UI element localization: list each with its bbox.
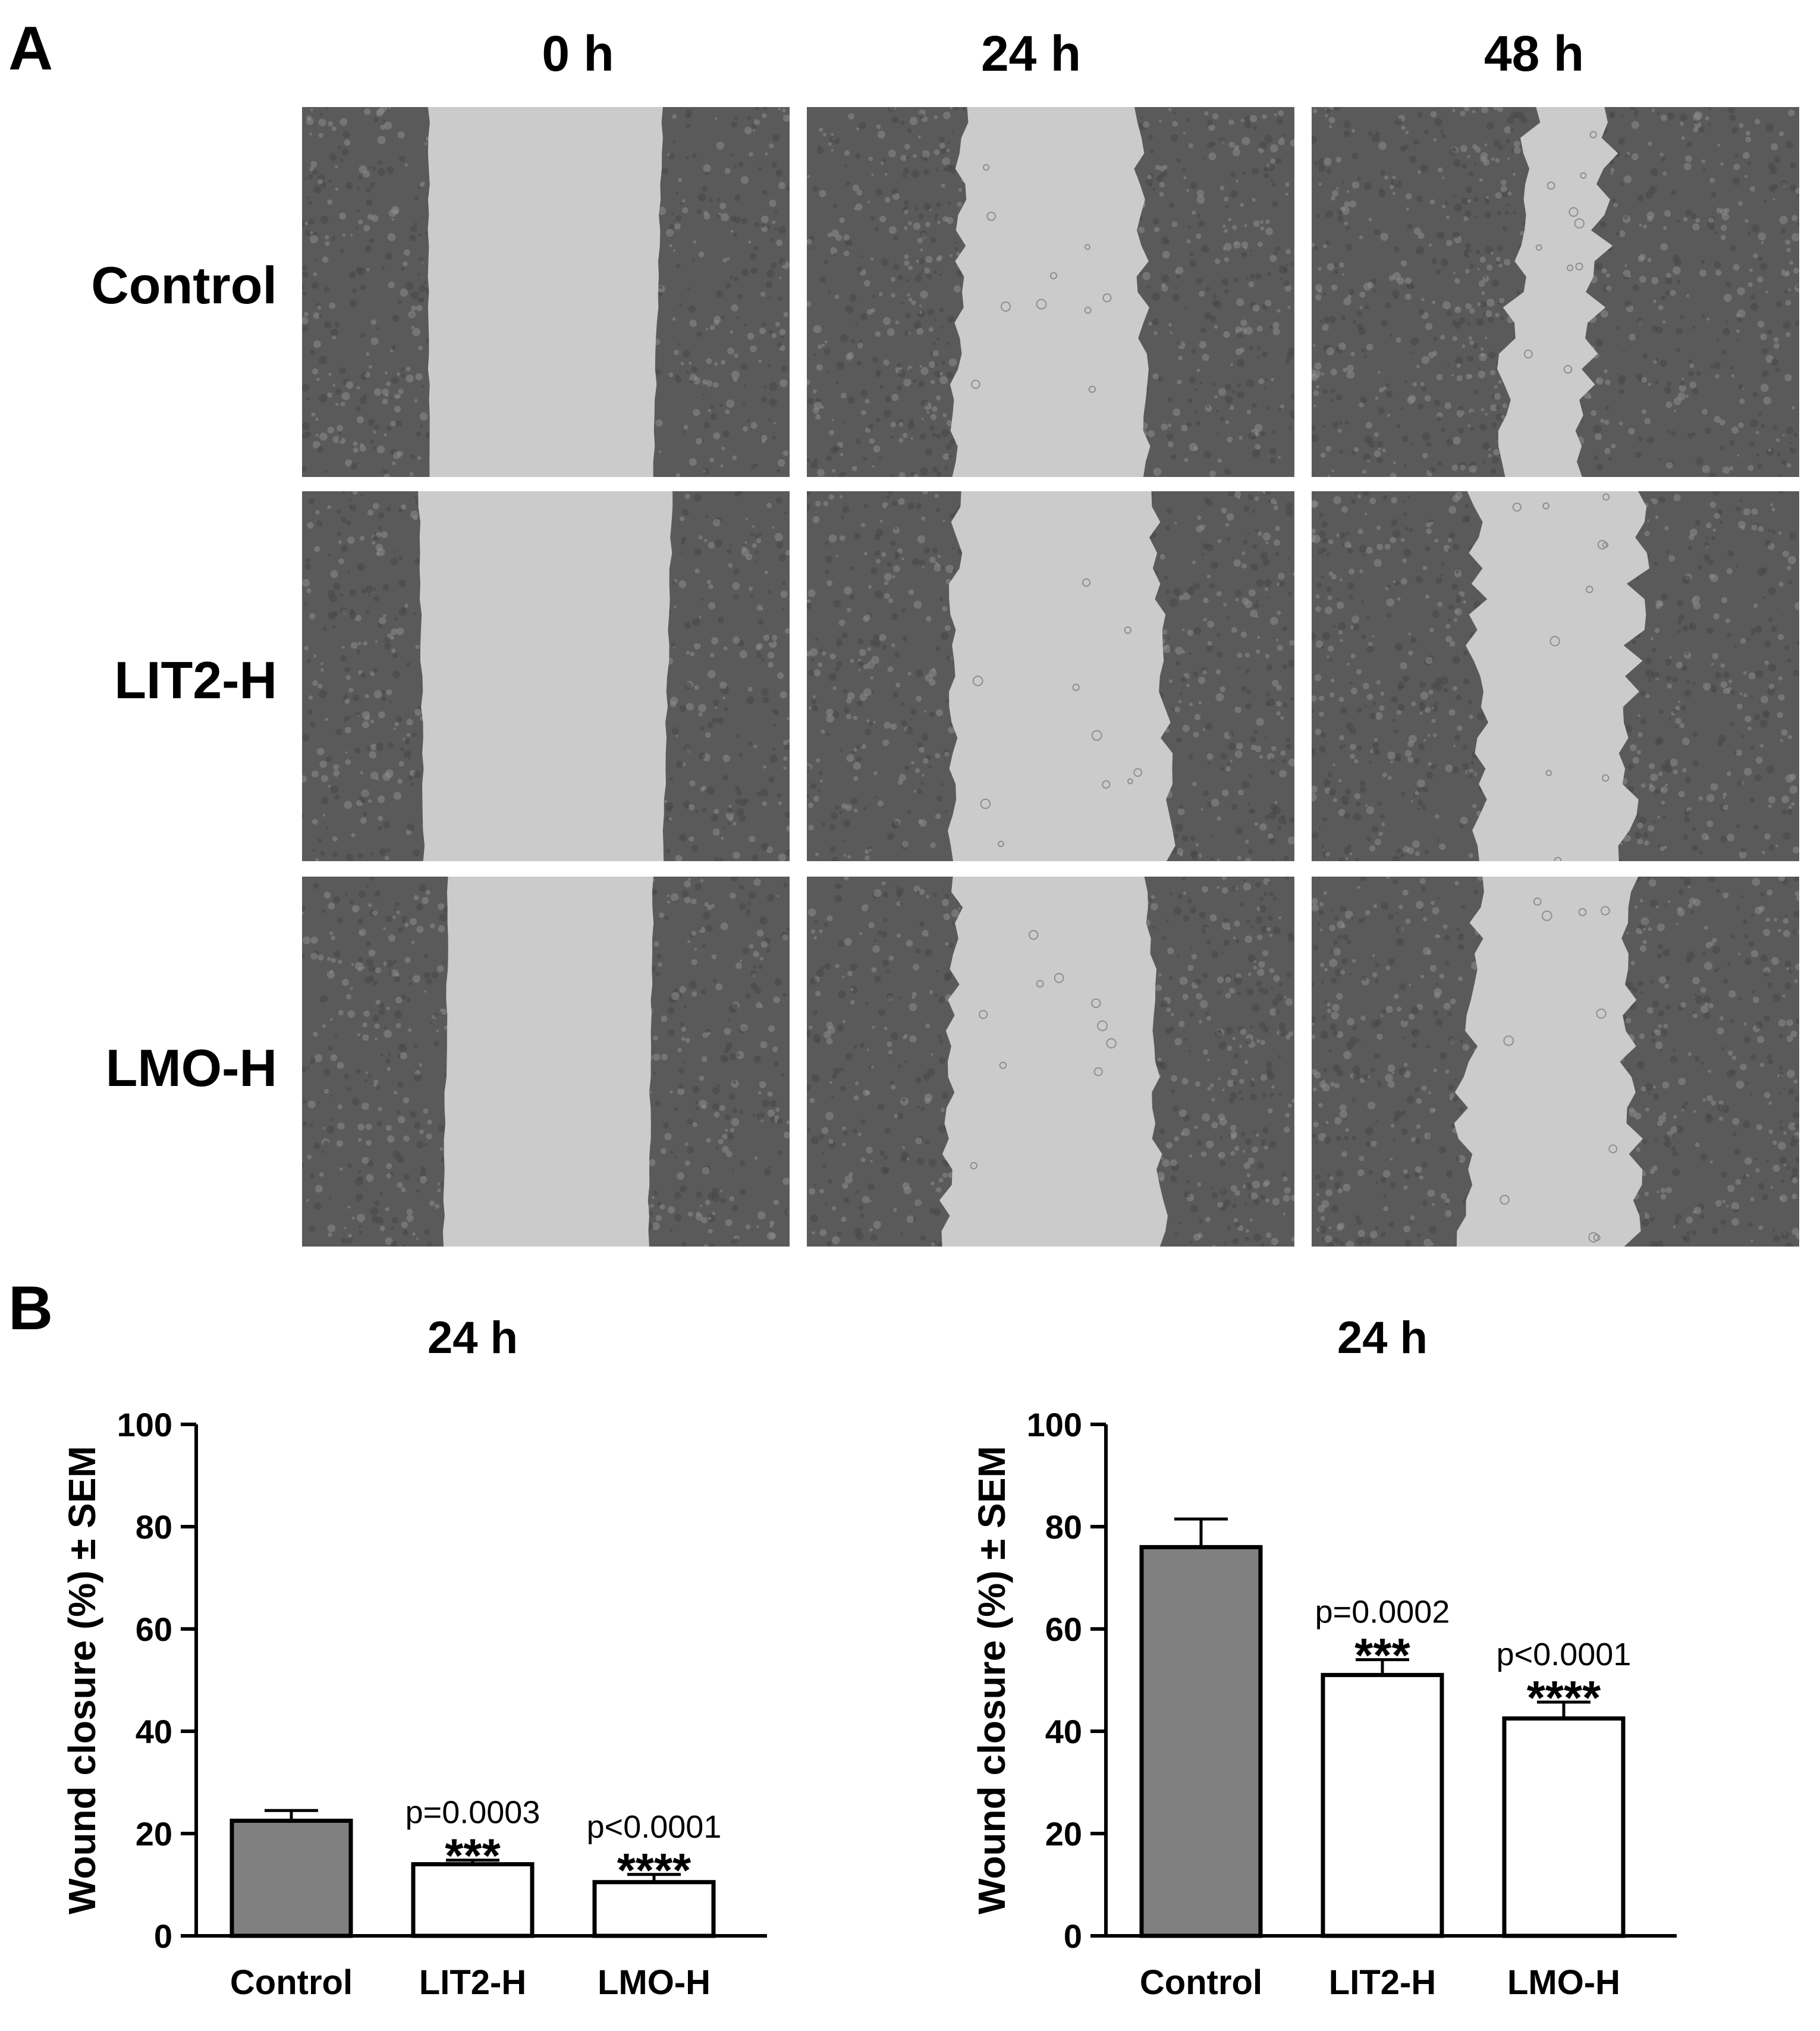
right-y-tick-label: 80 bbox=[1045, 1508, 1082, 1546]
micrograph-lit2h-48h bbox=[1312, 491, 1799, 861]
right-y-tick-label: 20 bbox=[1045, 1815, 1082, 1853]
left-pvalue-lmo-h: p<0.0001 bbox=[587, 1809, 722, 1845]
right-y-axis-label: Wound closure (%) ± SEM bbox=[970, 1446, 1013, 1914]
row-label-control: Control bbox=[91, 256, 277, 315]
left-stars-lit2-h: *** bbox=[445, 1829, 501, 1882]
micrograph-lit2h-24h bbox=[807, 491, 1294, 861]
right-y-tick-label: 40 bbox=[1045, 1713, 1082, 1750]
right-stars-lmo-h: **** bbox=[1527, 1671, 1601, 1724]
left-x-tick-label: LIT2-H bbox=[419, 1963, 526, 2002]
right-bar-lmo-h bbox=[1502, 1716, 1626, 1938]
column-header-24h: 24 h bbox=[980, 26, 1082, 81]
right-chart-title: 24 h bbox=[1337, 1313, 1428, 1363]
right-stars-lit2-h: *** bbox=[1354, 1629, 1410, 1682]
left-bar-control bbox=[230, 1819, 353, 1938]
micrograph-lmoh-48h bbox=[1312, 877, 1799, 1247]
left-y-tick-label: 100 bbox=[117, 1406, 172, 1443]
column-header-0h: 0 h bbox=[542, 26, 614, 81]
left-y-tick-label: 40 bbox=[136, 1713, 172, 1750]
right-y-tick-label: 0 bbox=[1064, 1917, 1082, 1955]
right-bar-control bbox=[1139, 1545, 1263, 1938]
right-x-tick-label: LMO-H bbox=[1507, 1963, 1620, 2002]
column-header-48h: 48 h bbox=[1483, 26, 1585, 81]
right-bar-lit2-h bbox=[1321, 1672, 1444, 1938]
micrograph-control-0h bbox=[302, 107, 790, 477]
micrograph-control-48h bbox=[1312, 107, 1799, 477]
left-y-tick-label: 20 bbox=[136, 1815, 172, 1853]
left-y-tick-label: 60 bbox=[136, 1611, 172, 1648]
left-y-tick-label: 80 bbox=[136, 1508, 172, 1546]
micrograph-lit2h-0h bbox=[302, 491, 790, 861]
left-chart-title: 24 h bbox=[428, 1313, 518, 1363]
row-label-lit2-h: LIT2-H bbox=[114, 651, 277, 710]
left-bar-lit2-h bbox=[411, 1862, 535, 1938]
right-y-tick-label: 100 bbox=[1027, 1406, 1082, 1443]
right-y-tick-label: 60 bbox=[1045, 1611, 1082, 1648]
micrograph-lmoh-24h bbox=[807, 877, 1294, 1247]
micrograph-control-24h bbox=[807, 107, 1294, 477]
right-x-tick-label: LIT2-H bbox=[1329, 1963, 1436, 2002]
micrograph-lmoh-0h bbox=[302, 877, 790, 1247]
left-y-axis-label: Wound closure (%) ± SEM bbox=[61, 1446, 103, 1914]
left-bar-lmo-h bbox=[592, 1880, 716, 1938]
panel-b-letter: B bbox=[8, 1274, 54, 1343]
left-stars-lmo-h: **** bbox=[617, 1844, 691, 1897]
bar-chart-right: 24 h Wound closure (%) ± SEM 0 20 40 60 80 100 C… bbox=[970, 1313, 1677, 2002]
bar-chart-left: 24 h Wound closure (%) ± SEM 0 20 40 60 80 100 C… bbox=[61, 1313, 767, 2002]
right-pvalue-lmo-h: p<0.0001 bbox=[1497, 1637, 1632, 1672]
panel-a-letter: A bbox=[8, 14, 54, 83]
left-y-tick-label: 0 bbox=[154, 1917, 172, 1955]
left-pvalue-lit2-h: p=0.0003 bbox=[406, 1795, 540, 1831]
left-x-tick-label: LMO-H bbox=[598, 1963, 711, 2002]
right-x-tick-label: Control bbox=[1140, 1963, 1262, 2002]
right-pvalue-lit2-h: p=0.0002 bbox=[1315, 1594, 1450, 1630]
row-label-lmo-h: LMO-H bbox=[105, 1038, 277, 1097]
left-x-tick-label: Control bbox=[230, 1963, 353, 2002]
